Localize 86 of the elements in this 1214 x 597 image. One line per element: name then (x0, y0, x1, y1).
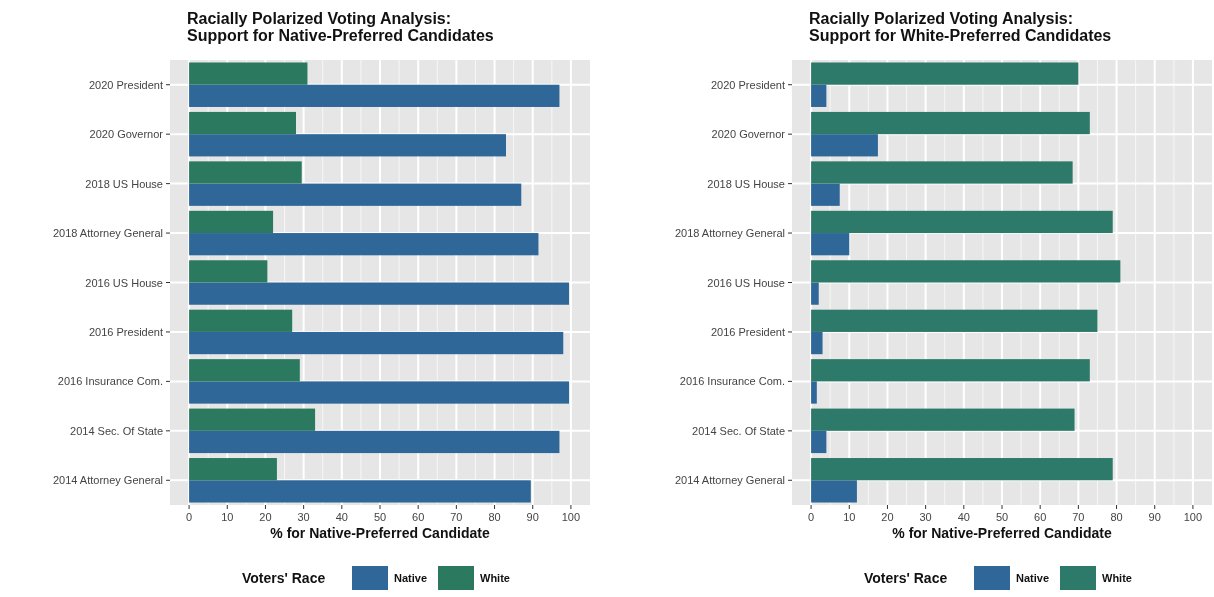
x-tick-label: 40 (335, 511, 348, 523)
bar (811, 331, 823, 355)
x-tick-label: 60 (1034, 511, 1047, 523)
x-tick-label: 10 (221, 511, 234, 523)
bar (811, 408, 1075, 431)
bar (189, 84, 560, 107)
y-tick-label: 2020 President (711, 78, 785, 91)
x-tick-label: 80 (1110, 511, 1123, 523)
x-tick-label: 40 (957, 511, 970, 523)
bar (189, 408, 316, 431)
bar (811, 210, 1113, 234)
bar (811, 260, 1121, 283)
bar (189, 331, 564, 355)
bar (189, 233, 539, 256)
bar (189, 134, 506, 157)
x-tick-label: 20 (259, 511, 272, 523)
x-tick-label: 90 (1148, 511, 1161, 523)
bar (189, 480, 531, 503)
y-tick-label: 2018 US House (707, 177, 785, 190)
x-tick-label: 100 (1183, 511, 1203, 523)
bar (189, 359, 300, 382)
legend-label: White (480, 572, 510, 584)
bar (189, 260, 268, 283)
x-tick-label: 10 (843, 511, 856, 523)
x-tick-label: 20 (881, 511, 894, 523)
y-tick-label: 2016 President (711, 325, 785, 338)
y-tick-label: 2016 President (89, 325, 163, 338)
x-tick-label: 70 (450, 511, 463, 523)
bar (189, 381, 569, 404)
x-tick-label: 30 (919, 511, 932, 523)
bar (811, 359, 1090, 382)
x-axis-title: % for Native-Preferred Candidate (892, 525, 1112, 541)
bar (189, 111, 296, 135)
bar (189, 282, 569, 305)
bar (189, 210, 274, 234)
y-tick-label: 2014 Sec. Of State (692, 424, 785, 437)
y-tick-label: 2018 Attorney General (674, 227, 785, 240)
chart-title: Racially Polarized Voting Analysis: Support for Native-Preferred Candidates (187, 10, 494, 44)
x-axis-title: % for Native-Preferred Candidate (270, 525, 490, 541)
x-tick-label: 90 (526, 511, 539, 523)
x-tick-label: 50 (995, 511, 1009, 523)
x-tick-label: 60 (412, 511, 425, 523)
y-tick-label: 2014 Sec. Of State (70, 424, 163, 437)
bar (811, 309, 1098, 332)
bar (189, 458, 277, 481)
bar (811, 161, 1073, 184)
bar (811, 84, 827, 107)
bar (189, 161, 302, 184)
x-tick-label: 0 (186, 511, 193, 523)
bar (189, 430, 560, 454)
bar (811, 480, 857, 503)
chart-title: Racially Polarized Voting Analysis: Support for White-Preferred Candidates (809, 10, 1112, 44)
y-tick-label: 2020 Governor (711, 128, 786, 141)
x-tick-label: 80 (488, 511, 501, 523)
x-tick-label: 0 (808, 511, 815, 523)
legend-label: White (1102, 572, 1132, 584)
bar (811, 381, 817, 404)
legend-title: Voters' Race (242, 570, 326, 586)
legend-title: Voters' Race (864, 570, 948, 586)
y-tick-label: 2020 President (89, 78, 163, 91)
bar (811, 282, 819, 305)
bar (811, 111, 1090, 135)
y-tick-label: 2014 Attorney General (52, 474, 163, 487)
bar (811, 458, 1113, 481)
bar (189, 183, 522, 206)
legend-label: Native (394, 572, 428, 584)
x-tick-label: 30 (297, 511, 310, 523)
y-tick-label: 2014 Attorney General (674, 474, 785, 487)
bar (811, 430, 827, 454)
bar (811, 233, 850, 256)
bar (189, 62, 308, 85)
bar (811, 134, 878, 157)
y-tick-label: 2016 US House (85, 276, 163, 289)
y-tick-label: 2016 Insurance Com. (57, 375, 163, 388)
y-tick-label: 2018 US House (85, 177, 163, 190)
y-tick-label: 2016 US House (707, 276, 785, 289)
bar (189, 309, 293, 332)
bar (811, 62, 1079, 85)
bar (811, 183, 840, 206)
x-tick-label: 100 (561, 511, 581, 523)
y-tick-label: 2018 Attorney General (52, 227, 163, 240)
legend-label: Native (1016, 572, 1050, 584)
y-tick-label: 2016 Insurance Com. (679, 375, 785, 388)
x-tick-label: 50 (373, 511, 387, 523)
y-tick-label: 2020 Governor (89, 128, 164, 141)
x-tick-label: 70 (1072, 511, 1085, 523)
